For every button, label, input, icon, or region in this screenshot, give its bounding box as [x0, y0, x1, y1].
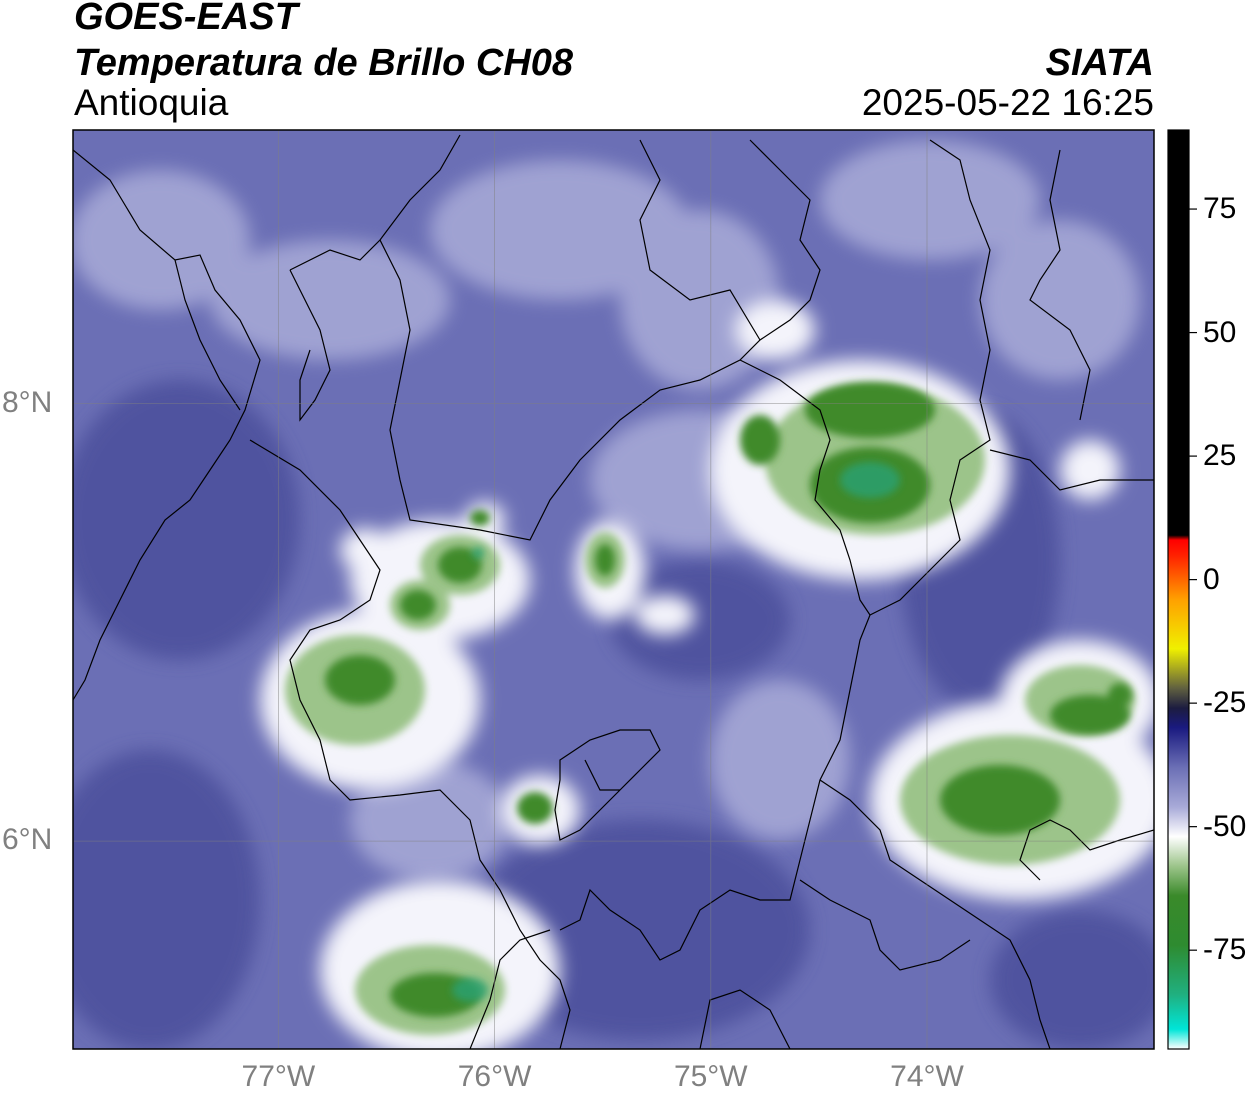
brightness-temperature-field	[73, 130, 1154, 1049]
lon-tick-label: 75°W	[673, 1060, 748, 1093]
colorbar-tick-label: -75	[1203, 933, 1247, 967]
colorbar-tick-label: 25	[1203, 439, 1237, 473]
organization-label: SIATA	[1045, 42, 1154, 84]
colorbar-tick-label: 0	[1203, 562, 1220, 596]
lon-tick-label: 76°W	[457, 1060, 532, 1093]
colorbar-tick-label: -25	[1203, 686, 1247, 720]
satellite-title: GOES-EAST	[74, 0, 298, 38]
timestamp-label: 2025-05-22 16:25	[861, 82, 1154, 123]
colorbar	[1167, 129, 1197, 1050]
region-label: Antioquia	[74, 82, 229, 123]
colorbar-tick-label: 75	[1203, 192, 1237, 226]
map-frame	[72, 129, 1155, 1050]
boundary-lines	[73, 134, 1154, 1049]
colorbar-tick-label: 50	[1203, 315, 1237, 349]
lon-tick-label: 77°W	[241, 1060, 316, 1093]
lon-tick-label: 74°W	[890, 1060, 964, 1093]
gridlines	[73, 130, 1154, 1049]
colorbar-tick-label: -50	[1203, 809, 1247, 843]
lat-tick-label: 8°N	[2, 385, 53, 419]
lat-tick-label: 6°N	[2, 823, 53, 857]
product-title: Temperatura de Brillo CH08	[74, 42, 574, 84]
